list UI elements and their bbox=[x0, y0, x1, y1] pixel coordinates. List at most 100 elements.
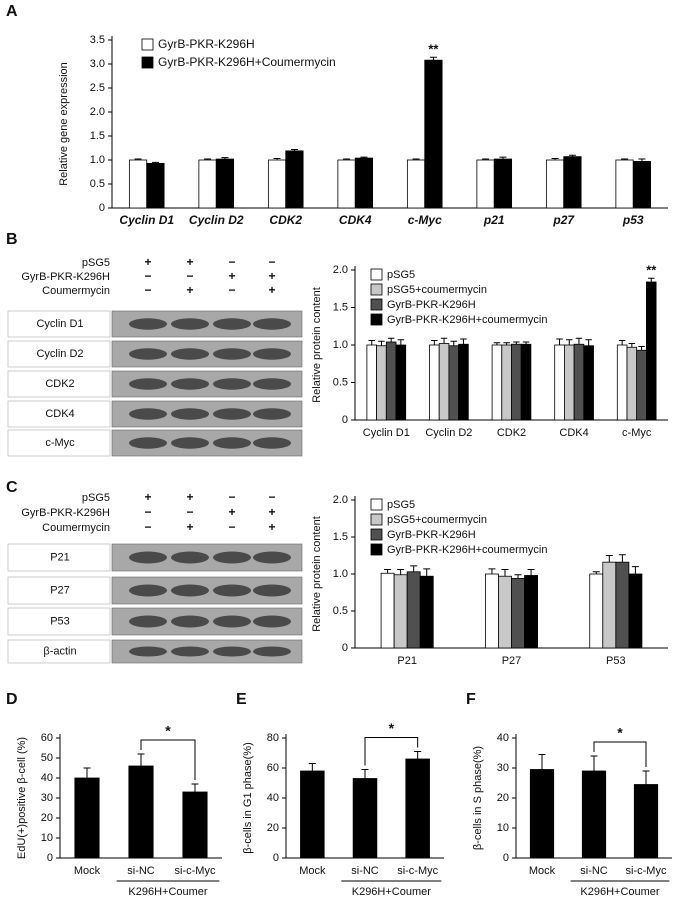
blot-band bbox=[171, 318, 209, 330]
bracket-label: * bbox=[165, 723, 171, 739]
error-bar bbox=[493, 342, 501, 345]
error-bar bbox=[412, 158, 420, 160]
blot-band bbox=[129, 408, 167, 420]
error-bar bbox=[621, 158, 629, 160]
legend-swatch bbox=[370, 543, 383, 556]
error-bar bbox=[501, 569, 509, 577]
error-bar bbox=[360, 156, 368, 159]
blot-band bbox=[253, 646, 291, 657]
error-bar bbox=[378, 340, 385, 346]
x-tick-label: p21 bbox=[483, 213, 505, 227]
bar bbox=[406, 571, 421, 649]
error-bar bbox=[631, 566, 639, 574]
x-tick-label: Mock bbox=[74, 865, 101, 877]
x-tick-label: Cyclin D2 bbox=[425, 427, 472, 439]
legend-label: GyrB-PKR-K296H+coumermycin bbox=[387, 544, 547, 556]
y-tick-label: 0.5 bbox=[333, 376, 348, 388]
blot-band bbox=[213, 318, 251, 330]
bracket bbox=[140, 739, 196, 780]
x-tick-label: c-Myc bbox=[408, 213, 442, 227]
y-tick-label: 3.0 bbox=[90, 58, 105, 70]
blot-band bbox=[171, 551, 209, 564]
bar bbox=[520, 343, 532, 421]
bar bbox=[146, 162, 165, 209]
treatment-sign: + bbox=[228, 269, 235, 283]
bar bbox=[529, 769, 555, 859]
bar bbox=[573, 343, 585, 421]
legend-swatch bbox=[370, 313, 383, 326]
x-tick-label: P27 bbox=[502, 655, 522, 667]
bar bbox=[285, 150, 304, 209]
x-tick-label: Mock bbox=[299, 865, 326, 877]
y-tick-label: 40 bbox=[267, 792, 279, 804]
blot-band bbox=[213, 437, 251, 449]
panel-letter: C bbox=[6, 479, 18, 496]
bar bbox=[501, 344, 512, 421]
blot-band bbox=[171, 646, 209, 657]
treatment-sign: + bbox=[144, 255, 151, 269]
treatment-sign: + bbox=[186, 283, 193, 297]
legend-swatch bbox=[141, 56, 154, 69]
error-bar bbox=[566, 339, 573, 345]
bar bbox=[395, 344, 407, 421]
error-bar bbox=[642, 770, 650, 785]
panel-letter: A bbox=[6, 3, 18, 20]
y-tick-label: 50 bbox=[41, 752, 53, 764]
bar bbox=[337, 159, 356, 209]
legend-label: GyrB-PKR-K296H bbox=[387, 529, 476, 541]
bar bbox=[583, 345, 594, 421]
significance: ** bbox=[428, 42, 439, 57]
y-tick-label: 1.5 bbox=[333, 531, 348, 543]
bar bbox=[215, 158, 235, 209]
treatment-sign: + bbox=[268, 283, 275, 297]
group-label: K296H+Coumer bbox=[128, 886, 208, 898]
error-bar bbox=[605, 555, 613, 563]
blot-band bbox=[213, 348, 251, 360]
bar bbox=[563, 344, 575, 421]
bar bbox=[491, 344, 503, 421]
x-tick-label: Cyclin D1 bbox=[119, 213, 174, 227]
treatment-sign: + bbox=[268, 269, 275, 283]
bar bbox=[545, 159, 565, 209]
band-label: β-actin bbox=[43, 645, 76, 657]
y-tick-label: 1.5 bbox=[333, 301, 348, 313]
y-tick-label: 2.0 bbox=[90, 106, 105, 118]
blot-band bbox=[171, 615, 209, 628]
error-bar bbox=[137, 753, 145, 766]
error-bar bbox=[273, 158, 281, 160]
bracket-label: * bbox=[389, 720, 395, 736]
treatment-sign: − bbox=[228, 255, 235, 269]
bar bbox=[182, 791, 208, 859]
band-label: c-Myc bbox=[45, 437, 75, 449]
band-label: CDK4 bbox=[45, 408, 74, 420]
band-label: P21 bbox=[50, 551, 70, 563]
y-tick-label: 1.5 bbox=[90, 130, 105, 142]
treatment-sign: − bbox=[228, 520, 235, 534]
legend-label: GyrB-PKR-K296H bbox=[387, 299, 476, 311]
y-tick-label: 0.5 bbox=[90, 178, 105, 190]
legend-swatch bbox=[370, 528, 383, 541]
y-tick-label: 10 bbox=[497, 822, 509, 834]
bar bbox=[493, 158, 513, 209]
blot-band bbox=[253, 437, 291, 449]
error-bar bbox=[592, 571, 600, 574]
bar bbox=[354, 157, 374, 209]
treatment-sign: − bbox=[186, 269, 193, 283]
bar bbox=[511, 343, 522, 421]
y-tick-label: 0 bbox=[503, 852, 509, 864]
panel-letter: B bbox=[6, 231, 18, 248]
treatment-sign: − bbox=[228, 490, 235, 504]
y-tick-label: 2.5 bbox=[90, 82, 105, 94]
x-tick-label: si-c-Myc bbox=[626, 865, 667, 877]
error-bar bbox=[410, 565, 418, 572]
y-tick-label: 30 bbox=[497, 762, 509, 774]
bar bbox=[498, 575, 512, 649]
error-bar bbox=[414, 751, 422, 759]
blot-band bbox=[253, 615, 291, 628]
treatment-label: Coumermycin bbox=[42, 285, 110, 297]
bar bbox=[636, 349, 647, 421]
x-tick-label: Mock bbox=[529, 865, 556, 877]
x-tick-label: si-NC bbox=[127, 865, 155, 877]
bracket bbox=[364, 737, 419, 766]
error-bar bbox=[460, 338, 467, 345]
